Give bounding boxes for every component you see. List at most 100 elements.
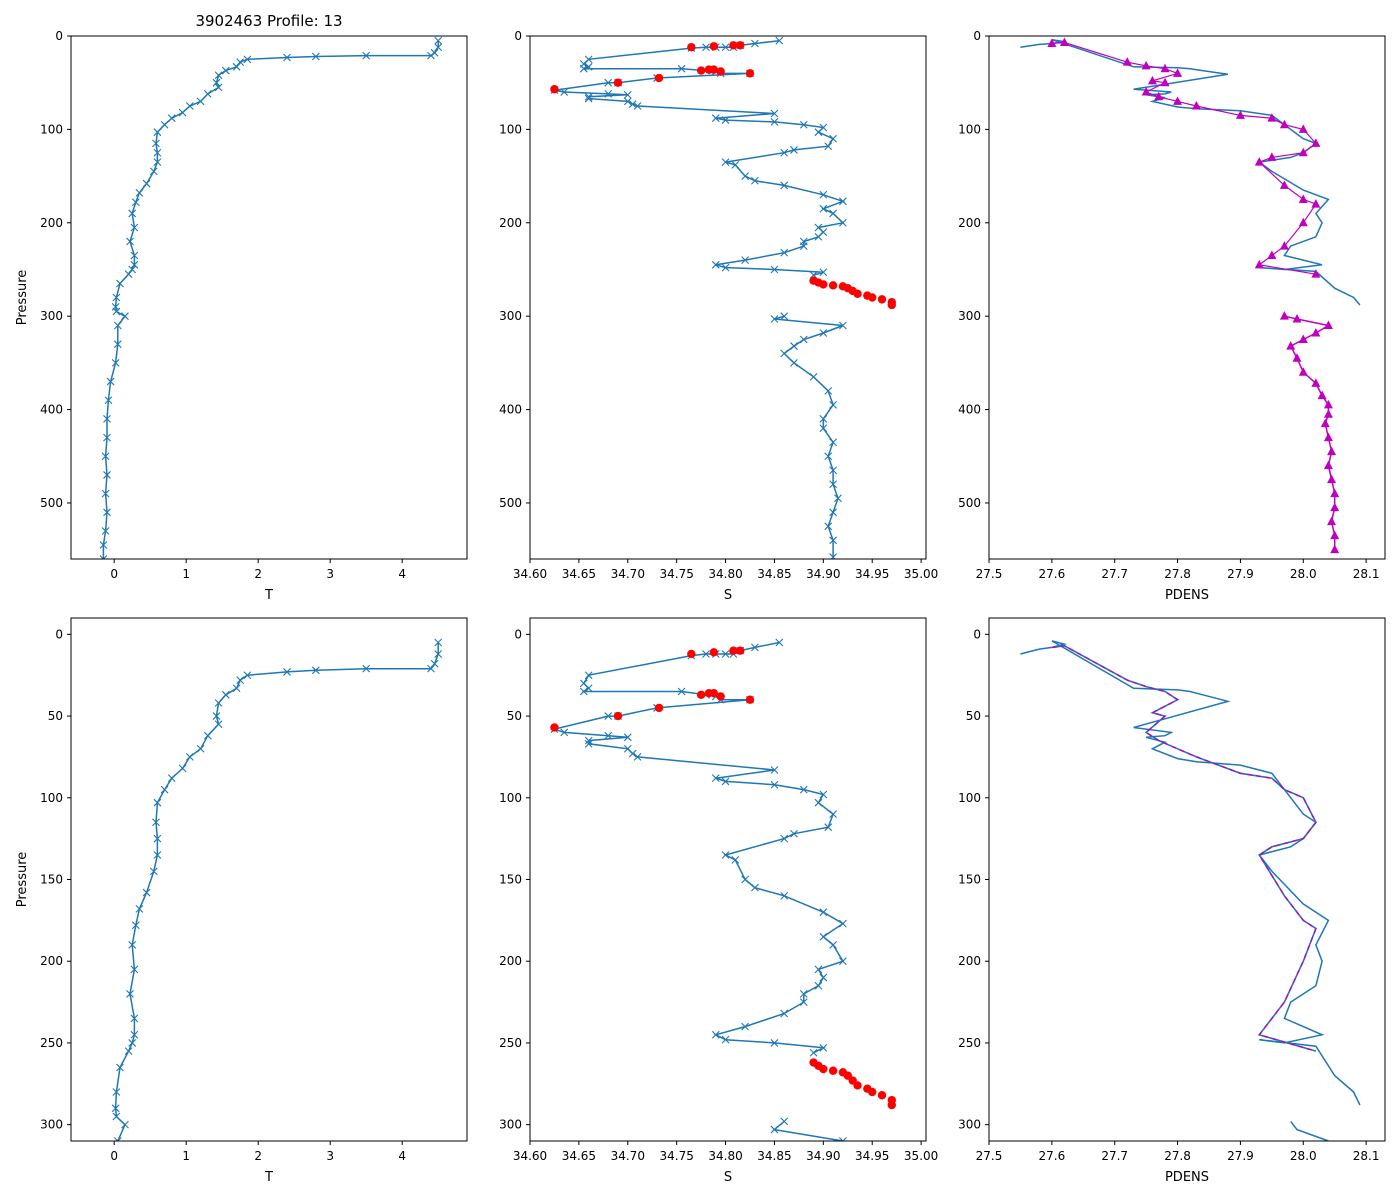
- x-marker: [214, 83, 223, 92]
- x-tick-label: 34.90: [806, 1149, 840, 1163]
- x-marker: [160, 785, 169, 794]
- x-marker: [430, 659, 439, 668]
- triangle-marker: [1327, 446, 1337, 456]
- x-marker: [232, 684, 241, 693]
- x-marker: [834, 494, 842, 503]
- x-marker: [741, 172, 749, 180]
- y-tick-label: 0: [55, 29, 63, 43]
- x-marker: [160, 120, 169, 129]
- axes-frame: [529, 35, 927, 560]
- x-marker: [167, 114, 176, 123]
- y-tick-label: 200: [40, 216, 63, 230]
- x-marker: [770, 766, 779, 774]
- x-marker: [203, 731, 212, 740]
- y-tick-label: 50: [48, 709, 63, 723]
- x-marker: [623, 733, 632, 742]
- x-marker: [799, 785, 808, 794]
- triangle-marker: [1235, 110, 1245, 119]
- triangle-marker: [1298, 124, 1308, 133]
- x-tick-label: 2: [254, 1149, 262, 1163]
- y-tick-label: 0: [973, 627, 981, 641]
- x-marker: [112, 1112, 121, 1121]
- triangle-marker: [1292, 313, 1302, 323]
- x-marker: [799, 242, 808, 251]
- red-dot-marker: [853, 1081, 862, 1090]
- y-tick-label: 100: [40, 791, 63, 805]
- x-marker: [790, 342, 798, 350]
- x-tick-label: 34.75: [659, 1149, 693, 1163]
- x-marker: [819, 424, 828, 433]
- x-marker: [104, 396, 113, 405]
- red-dot-marker: [709, 42, 719, 51]
- x-marker: [780, 1117, 789, 1126]
- x-marker: [283, 668, 291, 676]
- triangle-marker: [1141, 87, 1151, 96]
- x-marker: [780, 312, 789, 321]
- x-marker: [128, 940, 137, 949]
- x-marker: [311, 666, 320, 675]
- x-tick-label: 34.60: [513, 1149, 547, 1163]
- triangle-marker: [1298, 367, 1308, 376]
- x-marker: [584, 739, 593, 748]
- x-axis-label: PDENS: [1165, 1170, 1209, 1185]
- panel-s-zoom: 34.60 34.65 34.70 34.75 34.80 34.85 34.90 34.95…: [499, 617, 938, 1185]
- x-marker: [702, 43, 710, 52]
- x-marker: [623, 90, 632, 99]
- triangle-marker: [1279, 311, 1289, 320]
- x-marker: [116, 1063, 124, 1072]
- y-tick-label: 250: [958, 1036, 981, 1050]
- x-tick-label: 34.85: [757, 1149, 791, 1163]
- triangle-marker: [1267, 152, 1277, 161]
- x-marker: [741, 875, 749, 884]
- x-marker: [604, 78, 613, 87]
- x-marker: [430, 48, 439, 57]
- x-marker: [711, 114, 720, 123]
- triangle-marker: [1330, 488, 1340, 498]
- x-axis-label: PDENS: [1165, 588, 1209, 603]
- x-tick-label: 34.65: [562, 567, 596, 581]
- x-marker: [243, 55, 252, 64]
- x-marker: [128, 1039, 137, 1047]
- x-marker: [702, 650, 710, 658]
- x-marker: [149, 867, 158, 876]
- x-marker: [434, 36, 443, 45]
- x-marker: [153, 851, 162, 859]
- x-marker: [427, 51, 435, 60]
- x-marker: [101, 527, 110, 535]
- x-marker: [584, 671, 593, 680]
- y-tick-label: 500: [40, 496, 63, 510]
- x-axis-label: T: [264, 1170, 273, 1185]
- y-tick-label: 0: [55, 627, 63, 641]
- x-marker: [149, 167, 158, 176]
- x-marker: [243, 671, 252, 680]
- x-marker: [362, 664, 371, 673]
- x-marker: [721, 116, 730, 124]
- x-marker: [101, 489, 110, 498]
- y-tick-label: 500: [958, 496, 981, 510]
- x-marker: [131, 921, 140, 930]
- x-marker: [790, 146, 798, 154]
- red-dot-marker: [819, 280, 828, 289]
- x-tick-label: 27.6: [1038, 567, 1065, 581]
- x-marker: [829, 940, 837, 949]
- triangle-marker: [1323, 432, 1333, 442]
- x-marker: [103, 471, 111, 479]
- x-marker: [124, 1047, 133, 1055]
- x-marker: [799, 335, 808, 344]
- x-marker: [130, 1014, 139, 1023]
- red-dot-marker: [887, 300, 896, 310]
- x-tick-label: 34.85: [757, 567, 791, 581]
- y-axis-label: Pressure: [15, 852, 30, 908]
- red-dot-marker: [696, 690, 706, 700]
- x-marker: [824, 522, 833, 531]
- x-marker: [839, 321, 847, 330]
- x-marker: [203, 90, 212, 98]
- x-marker: [628, 100, 637, 109]
- x-marker: [741, 256, 749, 265]
- x-marker: [103, 415, 111, 423]
- red-dot-marker: [819, 1064, 828, 1074]
- x-marker: [741, 1022, 749, 1031]
- red-dot-marker: [654, 73, 664, 83]
